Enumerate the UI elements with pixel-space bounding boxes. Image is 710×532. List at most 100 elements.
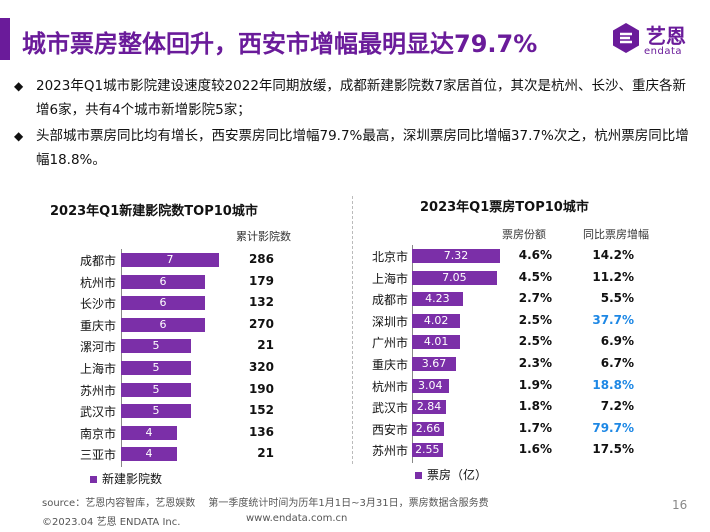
- bar: [121, 447, 177, 462]
- category-label: 广州市: [371, 336, 408, 351]
- bar: [412, 400, 447, 415]
- bar: [121, 296, 205, 311]
- bar-value-label: 2.55: [415, 443, 440, 457]
- bullet-text: 头部城市票房同比均有增长，西安票房同比增幅79.7%最高，深圳票房同比增幅37.…: [36, 128, 689, 168]
- share-value: 2.3%: [518, 356, 552, 370]
- total-cinemas-value: 190: [248, 381, 274, 396]
- category-label: 漯河市: [79, 340, 116, 355]
- bar: [121, 317, 205, 332]
- bar: [412, 421, 444, 436]
- bullet-item: ◆ 头部城市票房同比均有增长，西安票房同比增幅79.7%最高，深圳票房同比增幅3…: [14, 124, 698, 172]
- growth-value: 11.2%: [592, 269, 634, 284]
- growth-value: 7.2%: [600, 399, 634, 414]
- total-cinemas-value: 320: [248, 360, 274, 374]
- growth-value: 37.7%: [592, 312, 634, 327]
- bar: [412, 270, 497, 285]
- bar: [121, 382, 191, 397]
- legend-label: 新建影院数: [102, 472, 163, 486]
- summary-bullets: ◆ 2023年Q1城市影院建设速度较2022年同期放缓，成都新建影院数7家居首位…: [14, 74, 698, 174]
- bar: [121, 425, 177, 440]
- category-label: 上海市: [371, 271, 408, 286]
- column-header-share: 票房份额: [502, 228, 546, 241]
- bar: [412, 313, 461, 328]
- category-label: 长沙市: [79, 297, 116, 312]
- logo-text-en: endata: [644, 46, 683, 57]
- bar-value-label: 7: [166, 253, 174, 266]
- y-axis-line: [412, 245, 413, 463]
- bar: [412, 443, 443, 458]
- share-value: 2.7%: [518, 291, 552, 306]
- category-label: 三亚市: [79, 448, 116, 463]
- total-cinemas-value: 270: [248, 316, 274, 331]
- legend-swatch: [415, 472, 422, 479]
- bullet-item: ◆ 2023年Q1城市影院建设速度较2022年同期放缓，成都新建影院数7家居首位…: [14, 74, 698, 122]
- footer-url[interactable]: www.endata.com.cn: [246, 513, 348, 524]
- bar-value-label: 4.01: [423, 335, 449, 349]
- bar-value-label: 3.67: [421, 357, 447, 370]
- category-label: 上海市: [79, 362, 116, 376]
- slide-header: 城市票房整体回升，西安市增幅最明显达79.7% 艺恩 endata: [0, 14, 710, 64]
- bar: [412, 292, 463, 307]
- growth-value: 14.2%: [592, 248, 634, 262]
- share-value: 4.5%: [518, 269, 552, 284]
- bar-value-label: 4: [145, 425, 153, 439]
- diamond-bullet-icon: ◆: [14, 129, 24, 143]
- endata-logo-icon: [613, 23, 639, 53]
- bar-value-label: 5: [152, 339, 160, 353]
- growth-value: 17.5%: [592, 442, 634, 457]
- category-label: 武汉市: [371, 401, 408, 416]
- page-number: 16: [672, 498, 688, 512]
- total-cinemas-value: 152: [248, 403, 274, 418]
- bar: [412, 335, 461, 350]
- y-axis-line: [121, 249, 122, 467]
- bar: [412, 357, 457, 371]
- column-header-total-cinemas: 累计影院数: [236, 230, 291, 243]
- total-cinemas-value: 132: [248, 295, 274, 310]
- bar-value-label: 5: [152, 404, 160, 418]
- chart-title: 2023年Q1票房TOP10城市: [420, 200, 589, 215]
- bar: [121, 339, 191, 354]
- bar-value-label: 7.32: [443, 249, 469, 262]
- growth-value: 6.9%: [600, 334, 634, 349]
- total-cinemas-value: 136: [248, 424, 274, 439]
- column-header-growth: 同比票房增幅: [583, 228, 649, 241]
- total-cinemas-value: 179: [248, 273, 274, 288]
- category-label: 杭州市: [79, 275, 116, 290]
- endata-logo: 艺恩 endata: [608, 20, 700, 60]
- share-value: 1.9%: [518, 377, 552, 392]
- chart-divider: [352, 196, 353, 464]
- share-value: 2.5%: [518, 312, 552, 327]
- total-cinemas-value: 286: [248, 252, 274, 266]
- category-label: 成都市: [371, 293, 408, 308]
- share-value: 1.7%: [518, 420, 552, 435]
- bar-value-label: 6: [159, 274, 167, 288]
- bar: [412, 249, 500, 263]
- bar-value-label: 2.66: [415, 421, 441, 435]
- growth-value: 5.5%: [600, 291, 634, 306]
- bar-value-label: 4: [145, 447, 153, 461]
- category-label: 重庆市: [79, 318, 116, 333]
- share-value: 1.8%: [518, 399, 552, 414]
- diamond-bullet-icon: ◆: [14, 79, 24, 93]
- bar: [121, 361, 191, 375]
- category-label: 深圳市: [371, 314, 408, 329]
- bar: [412, 378, 449, 393]
- share-value: 1.6%: [518, 442, 552, 457]
- category-label: 西安市: [371, 422, 408, 437]
- bar-value-label: 2.84: [416, 400, 442, 414]
- legend-label: 票房（亿）: [427, 468, 488, 482]
- bar-value-label: 5: [152, 361, 160, 374]
- category-label: 杭州市: [371, 379, 408, 394]
- bar-value-label: 6: [159, 317, 167, 331]
- share-value: 2.5%: [518, 334, 552, 349]
- chart-legend: 票房（亿）: [415, 466, 487, 483]
- logo-text-cn: 艺恩: [646, 24, 686, 48]
- title-accent-bar: [0, 18, 10, 60]
- total-cinemas-value: 21: [257, 446, 274, 461]
- chart-legend: 新建影院数: [90, 470, 162, 487]
- bar-value-label: 4.02: [423, 313, 449, 327]
- bar: [121, 253, 219, 267]
- bar: [121, 404, 191, 419]
- footer-copyright: ©2023.04 艺恩 ENDATA Inc.: [42, 517, 181, 528]
- bar-value-label: 4.23: [425, 292, 450, 306]
